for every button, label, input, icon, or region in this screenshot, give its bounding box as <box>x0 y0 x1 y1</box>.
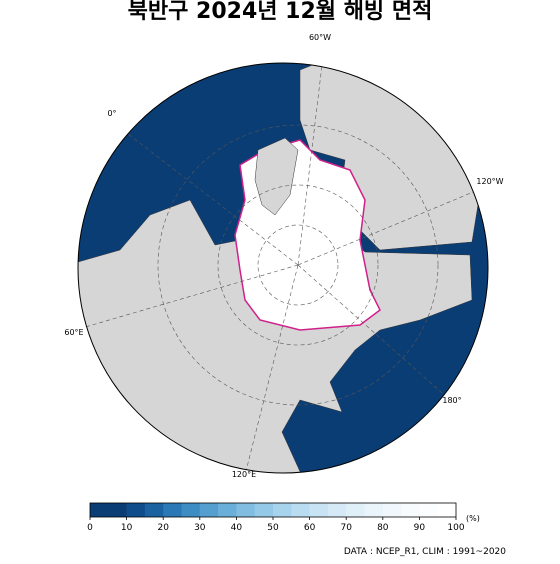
colorbar-tick-label: 70 <box>340 523 352 533</box>
map <box>78 63 488 473</box>
colorbar-tick-label: 90 <box>414 523 426 533</box>
colorbar-swatch <box>144 503 164 517</box>
colorbar-swatch <box>382 503 402 517</box>
colorbar-swatch <box>401 503 420 517</box>
colorbar-swatch <box>437 503 457 517</box>
colorbar-unit: (%) <box>466 514 480 523</box>
globe-border <box>77 62 489 474</box>
lon-label: 60°W <box>309 33 331 42</box>
lon-label: 0° <box>107 109 116 118</box>
colorbar-swatch <box>364 503 384 517</box>
lon-label: 120°W <box>476 177 503 186</box>
colorbar-swatch <box>254 503 274 517</box>
colorbar-tick-label: 0 <box>87 523 93 533</box>
colorbar-swatch <box>291 503 310 517</box>
data-source: DATA : NCEP_R1, CLIM : 1991~2020 <box>344 547 506 557</box>
colorbar-swatch <box>327 503 347 517</box>
colorbar-swatch <box>90 503 109 517</box>
land-eurasia <box>78 199 473 473</box>
colorbar-tick-label: 60 <box>304 523 316 533</box>
colorbar-swatch <box>218 503 237 517</box>
colorbar: 0 10 20 30 40 50 60 70 80 90 100 <box>87 502 465 533</box>
colorbar-tick-label: 20 <box>157 523 169 533</box>
colorbar-swatch <box>181 503 201 517</box>
colorbar-tick-label: 10 <box>121 523 133 533</box>
lon-label: 60°E <box>64 328 83 337</box>
colorbar-tick-label: 80 <box>377 523 389 533</box>
colorbar-swatch <box>419 503 438 517</box>
colorbar-swatch <box>273 503 292 517</box>
lon-label: 180° <box>442 396 461 405</box>
colorbar-tick-label: 40 <box>231 523 243 533</box>
colorbar-tick-label: 100 <box>447 523 464 533</box>
colorbar-tick-label: 50 <box>267 523 279 533</box>
graticule <box>78 63 488 473</box>
colorbar-swatch <box>309 503 329 517</box>
lon-label: 120°E <box>232 470 256 479</box>
land-greenland <box>254 137 299 216</box>
colorbar-swatch <box>346 503 365 517</box>
colorbar-swatch <box>163 503 182 517</box>
colorbar-swatch <box>108 503 127 517</box>
colorbar-swatch <box>126 503 146 517</box>
colorbar-tick-label: 30 <box>194 523 206 533</box>
colorbar-swatch <box>236 503 255 517</box>
colorbar-swatch <box>199 503 219 517</box>
title: 북반구 2024년 12월 해빙 면적 <box>128 0 433 24</box>
